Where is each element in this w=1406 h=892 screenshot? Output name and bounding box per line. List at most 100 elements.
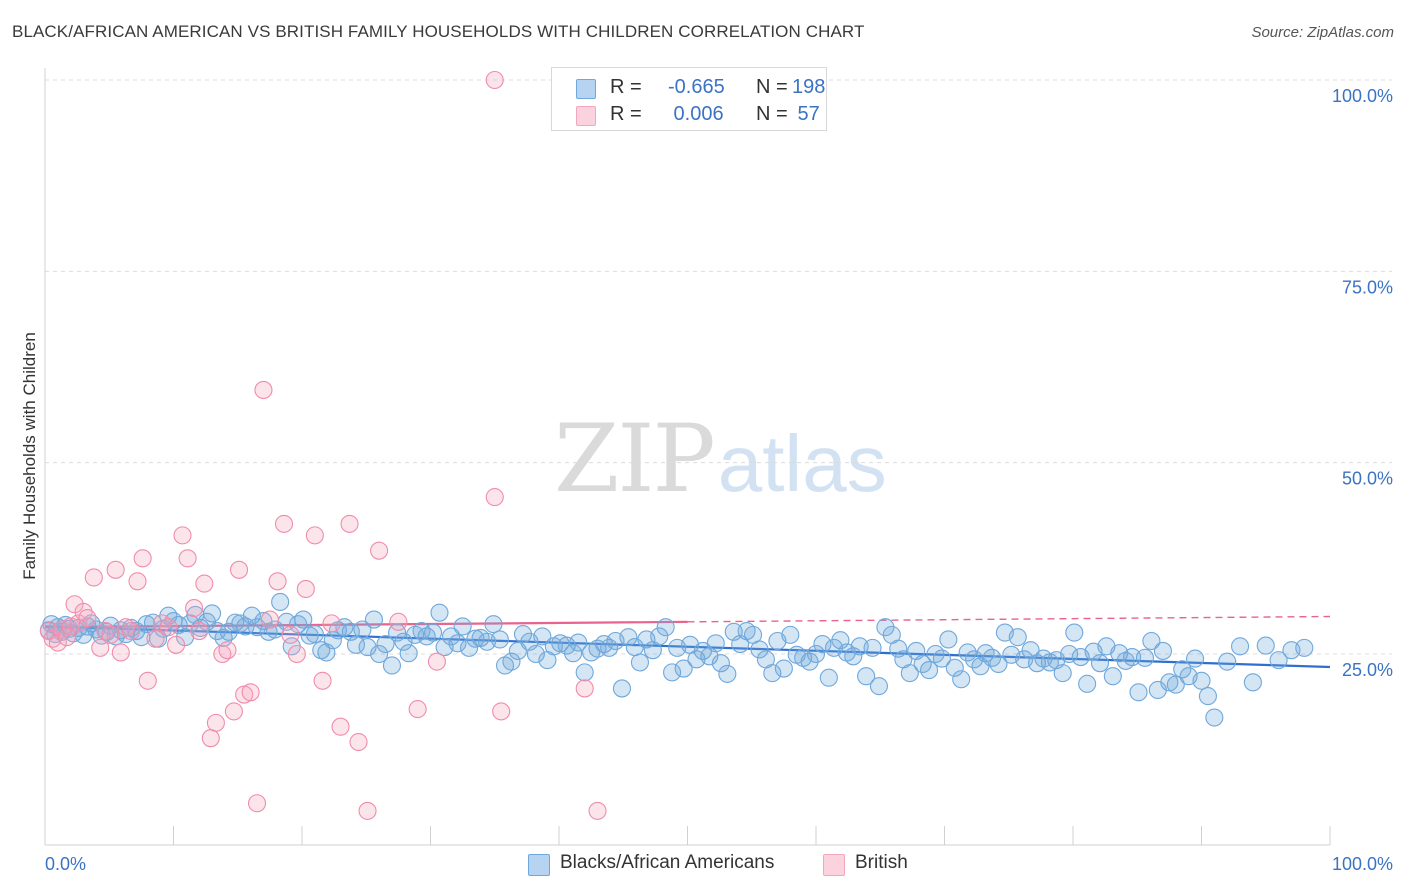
stats-swatch-blue: [576, 79, 596, 99]
point-british: [122, 621, 141, 641]
point-british: [485, 70, 504, 90]
point-blacks: [876, 618, 895, 637]
point-blacks: [774, 659, 793, 678]
point-blacks: [305, 625, 324, 644]
point-british: [322, 614, 341, 633]
x-tick-label: 0.0%: [45, 854, 86, 874]
point-blacks: [557, 636, 576, 655]
point-british: [57, 628, 76, 647]
point-blacks: [513, 625, 533, 644]
point-blacks: [271, 592, 290, 612]
point-british: [111, 643, 130, 662]
stats-r-label: R =: [610, 76, 642, 98]
y-tick-label: 100.0%: [1332, 86, 1393, 106]
point-blacks: [1186, 649, 1205, 668]
trend-line-british: [44, 620, 688, 629]
point-blacks: [600, 638, 619, 657]
point-blacks: [939, 630, 958, 649]
point-blacks: [763, 664, 782, 683]
point-blacks: [526, 644, 545, 664]
trend-lines: [44, 615, 1331, 669]
point-blacks: [844, 647, 863, 666]
stats-r-value: -0.665: [668, 76, 725, 98]
data-points: [39, 70, 1314, 820]
point-blacks: [101, 616, 120, 635]
point-blacks: [1243, 673, 1262, 692]
point-blacks: [197, 612, 216, 631]
point-blacks: [459, 638, 479, 657]
chart-title: BLACK/AFRICAN AMERICAN VS BRITISH FAMILY…: [12, 22, 865, 41]
point-blacks: [533, 627, 552, 646]
point-british: [185, 599, 204, 618]
point-british: [575, 679, 594, 698]
point-blacks: [1269, 651, 1288, 670]
point-blacks: [575, 663, 594, 682]
point-british: [224, 702, 243, 721]
point-blacks: [376, 635, 395, 654]
point-british: [159, 618, 178, 637]
point-blacks: [718, 664, 737, 683]
legend-label: Blacks/African Americans: [560, 852, 775, 873]
point-blacks: [889, 639, 908, 658]
point-blacks: [226, 613, 245, 632]
point-blacks: [448, 634, 467, 653]
point-blacks: [1090, 654, 1110, 673]
point-blacks: [863, 638, 882, 657]
point-blacks: [900, 664, 919, 683]
point-blacks: [466, 629, 485, 648]
point-blacks: [800, 652, 819, 671]
trend-line-blacks: [44, 625, 1331, 669]
point-blacks: [813, 635, 832, 654]
stats-n-value: 57: [792, 103, 820, 125]
point-blacks: [242, 606, 261, 625]
point-british: [101, 625, 120, 644]
point-blacks: [358, 638, 377, 657]
point-british: [287, 644, 306, 664]
point-blacks: [1027, 654, 1047, 673]
y-tick-label: 75.0%: [1342, 277, 1393, 297]
point-british: [91, 638, 110, 657]
correlation-stats-box: R = -0.665 N = 198 R = 0.006 N = 57: [551, 67, 827, 131]
point-british: [305, 526, 324, 545]
point-british: [218, 641, 237, 660]
point-blacks: [819, 668, 838, 687]
point-blacks: [399, 644, 418, 663]
point-blacks: [650, 627, 669, 646]
point-british: [370, 541, 389, 560]
point-blacks: [353, 620, 372, 639]
point-blacks: [806, 644, 826, 664]
watermark-zip: ZIP: [554, 405, 716, 514]
point-british: [331, 717, 350, 736]
point-british: [190, 621, 209, 641]
point-british: [195, 574, 214, 593]
watermark: ZIPatlas: [554, 405, 887, 514]
point-blacks: [137, 615, 156, 634]
point-blacks: [989, 654, 1008, 673]
stats-r-value: 0.006: [668, 103, 724, 125]
point-blacks: [1103, 667, 1122, 686]
point-blacks: [656, 618, 675, 637]
point-blacks: [1295, 638, 1314, 657]
point-blacks: [857, 667, 876, 686]
legend-swatch-blue: [528, 854, 550, 876]
point-blacks: [926, 644, 945, 664]
point-british: [427, 652, 446, 671]
source-label: Source: ZipAtlas.com: [1251, 24, 1394, 41]
point-british: [358, 801, 377, 820]
point-blacks: [1008, 628, 1027, 647]
point-blacks: [346, 635, 366, 654]
point-british: [485, 488, 504, 507]
watermark-atlas: atlas: [717, 419, 887, 508]
point-blacks: [203, 604, 222, 623]
point-blacks: [490, 630, 509, 649]
point-british: [296, 579, 315, 598]
point-british: [167, 635, 186, 654]
point-british: [178, 549, 197, 568]
point-blacks: [1192, 671, 1211, 690]
point-british: [78, 608, 97, 628]
y-tick-label: 25.0%: [1342, 660, 1393, 680]
point-british: [492, 702, 511, 721]
legend-swatch-pink: [823, 854, 845, 876]
point-blacks: [1142, 631, 1161, 651]
